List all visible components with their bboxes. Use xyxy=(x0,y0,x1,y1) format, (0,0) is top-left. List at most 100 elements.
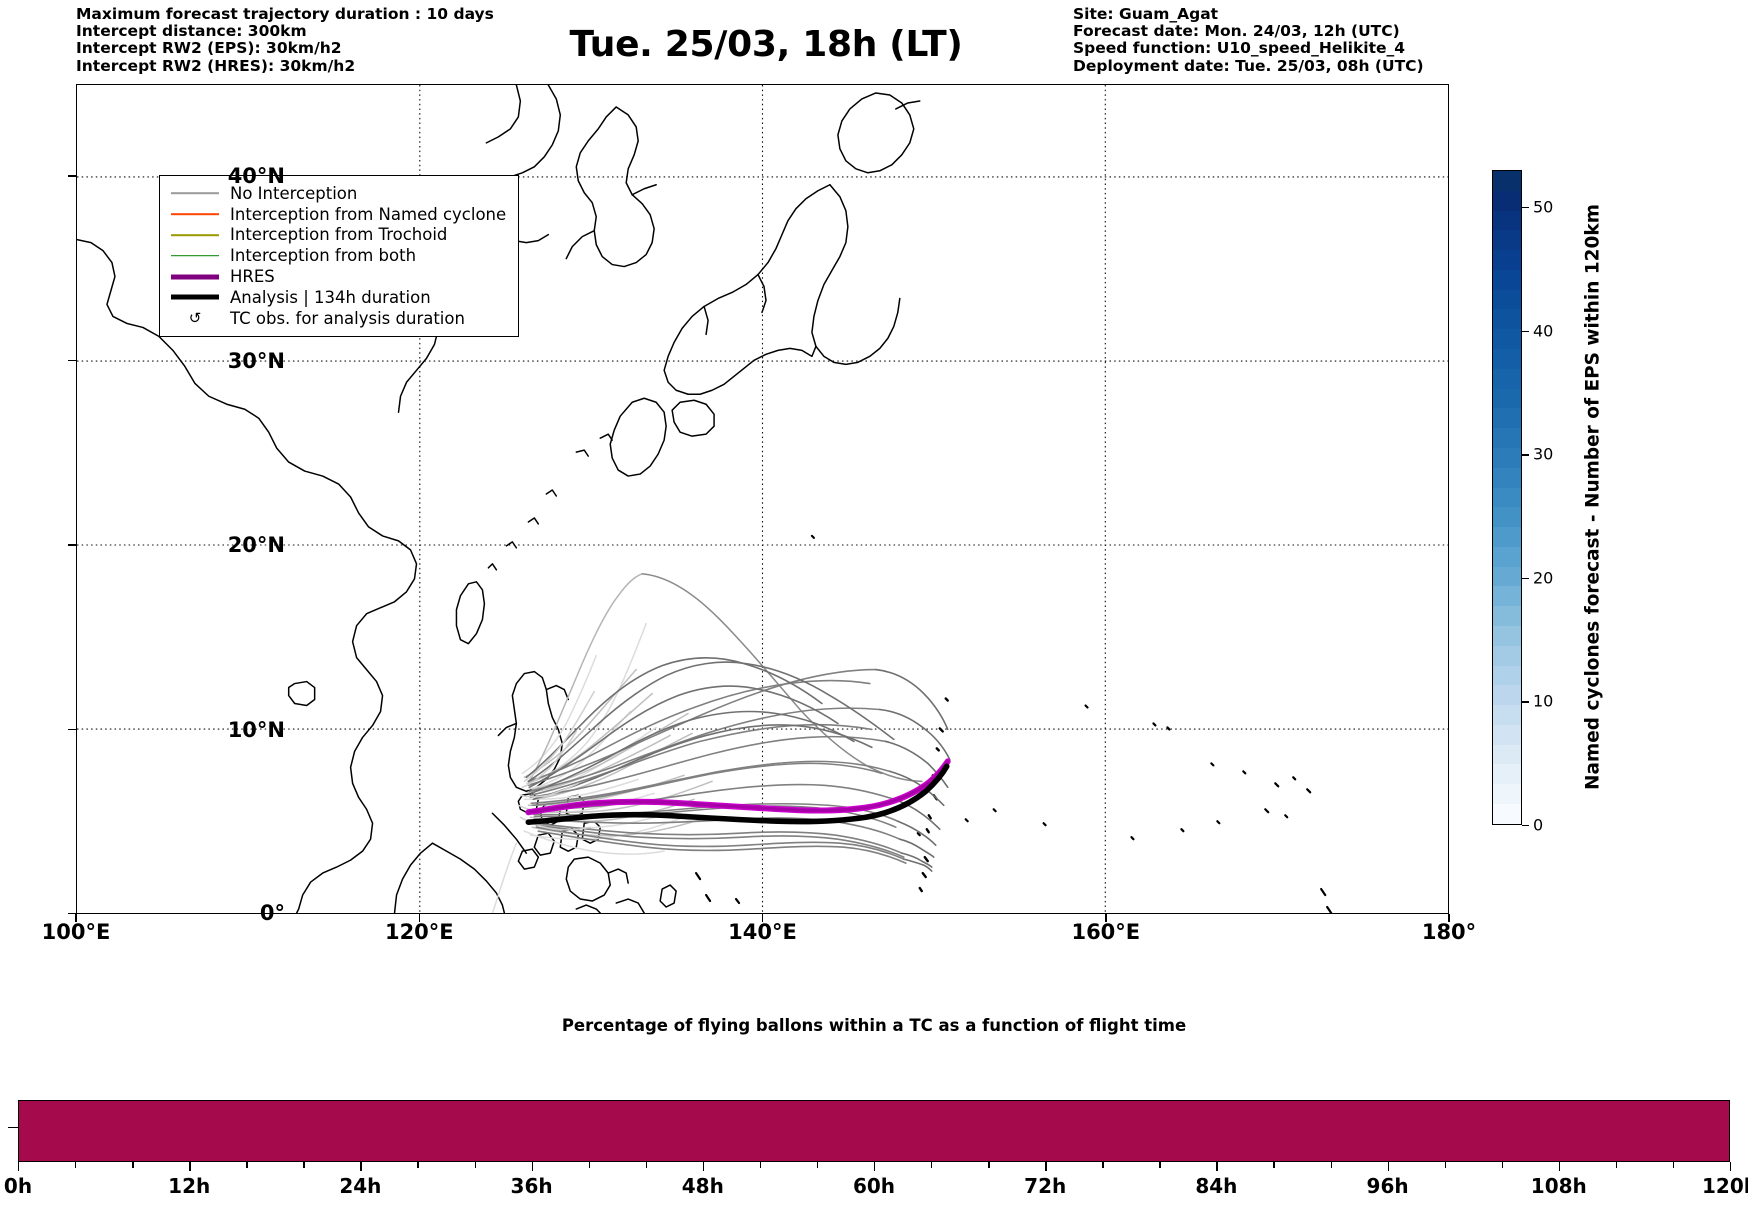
param-intercept-rw2-hres: Intercept RW2 (HRES): 30km/h2 xyxy=(76,56,356,75)
flight-time-minor-tick-76 xyxy=(1102,1162,1104,1168)
colorbar-segment-2 xyxy=(1493,210,1521,231)
flight-time-tick-36 xyxy=(531,1162,533,1171)
colorbar-segment-13 xyxy=(1493,428,1521,448)
colorbar-tick-30 xyxy=(1522,454,1529,456)
flight-time-tick-0 xyxy=(18,1162,20,1171)
cyclone-icon: ↺ xyxy=(188,308,202,327)
colorbar-tick-20 xyxy=(1522,577,1529,580)
hres-track xyxy=(525,758,951,816)
colorbar-segment-3 xyxy=(1493,230,1521,251)
lat-tick-label-40: 40°N xyxy=(227,164,285,189)
colorbar-segment-12 xyxy=(1493,408,1521,429)
flight-time-minor-tick-64 xyxy=(931,1162,933,1168)
colorbar-segment-19 xyxy=(1493,546,1521,567)
colorbar-segment-32 xyxy=(1493,804,1521,824)
legend-line-swatch-no-interception xyxy=(169,186,221,200)
lat-tick-20 xyxy=(68,544,76,546)
colorbar-segment-15 xyxy=(1493,467,1521,488)
legend-item-tc-obs[interactable]: ↺ TC obs. for analysis duration xyxy=(169,308,506,329)
lon-tick-100 xyxy=(75,914,77,922)
flight-time-label-0: 0h xyxy=(3,1174,33,1198)
percentage-bar-y-tick xyxy=(8,1127,18,1129)
lon-tick-label-140: 140°E xyxy=(728,920,797,944)
map-canvas: No Interception Interception from Named … xyxy=(77,85,1448,913)
legend-label-tc-obs: TC obs. for analysis duration xyxy=(230,308,465,328)
param-intercept-distance: Intercept distance: 300km xyxy=(76,22,307,41)
legend-line-swatch-trochoid xyxy=(169,228,221,242)
lat-tick-40 xyxy=(68,175,76,177)
flight-time-tick-84 xyxy=(1216,1162,1218,1171)
colorbar-segment-23 xyxy=(1493,625,1521,646)
colorbar-tick-label-10: 10 xyxy=(1533,691,1554,711)
flight-time-minor-tick-32 xyxy=(474,1162,476,1168)
colorbar-segment-6 xyxy=(1493,289,1521,310)
colorbar-title: Named cyclones forecast - Number of EPS … xyxy=(1582,203,1604,791)
meta-deployment-date: Deployment date: Tue. 25/03, 08h (UTC) xyxy=(1073,56,1424,75)
legend-item-trochoid[interactable]: Interception from Trochoid xyxy=(169,225,506,246)
flight-time-minor-tick-16 xyxy=(246,1162,248,1168)
legend-item-analysis[interactable]: Analysis | 134h duration xyxy=(169,287,506,308)
colorbar-tick-0 xyxy=(1522,825,1529,827)
flight-time-minor-tick-104 xyxy=(1501,1162,1504,1168)
colorbar-segment-31 xyxy=(1493,784,1521,804)
colorbar-segment-20 xyxy=(1493,566,1521,587)
colorbar-tick-label-50: 50 xyxy=(1533,197,1554,217)
flight-time-label-48: 48h xyxy=(681,1174,724,1198)
meta-site: Site: Guam_Agat xyxy=(1073,5,1219,23)
flight-time-minor-tick-40 xyxy=(588,1162,591,1168)
colorbar-gradient xyxy=(1492,170,1522,825)
flight-time-tick-60 xyxy=(874,1162,876,1171)
flight-time-label-24: 24h xyxy=(339,1174,382,1198)
flight-time-tick-12 xyxy=(189,1162,191,1171)
legend-item-both[interactable]: Interception from both xyxy=(169,245,506,266)
colorbar-tick-label-0: 0 xyxy=(1533,815,1544,835)
colorbar-tick-40 xyxy=(1522,330,1529,333)
legend-item-no-interception[interactable]: No Interception xyxy=(169,183,506,204)
flight-time-tick-108 xyxy=(1558,1162,1561,1171)
colorbar-segment-29 xyxy=(1493,744,1521,765)
flight-time-minor-tick-112 xyxy=(1615,1162,1618,1168)
legend-item-hres[interactable]: HRES xyxy=(169,266,506,287)
colorbar-segment-16 xyxy=(1493,487,1521,508)
colorbar-segment-4 xyxy=(1493,250,1521,270)
meta-speed-function: Speed function: U10_speed_Helikite_4 xyxy=(1073,39,1406,58)
flight-time-minor-tick-92 xyxy=(1330,1162,1332,1168)
colorbar-segment-17 xyxy=(1493,507,1521,528)
colorbar-segment-7 xyxy=(1493,309,1521,330)
lon-tick-140 xyxy=(761,914,764,922)
flight-time-label-96: 96h xyxy=(1366,1174,1409,1198)
lat-tick-label-0: 0° xyxy=(259,901,285,925)
lon-tick-120 xyxy=(418,914,420,922)
lon-tick-label-100: 100°E xyxy=(41,920,111,944)
flight-time-tick-72 xyxy=(1045,1162,1047,1171)
lat-tick-10 xyxy=(68,728,76,731)
percentage-bar-plot xyxy=(18,1100,1730,1162)
flight-time-label-120: 120h xyxy=(1702,1174,1748,1198)
legend-line-swatch-both xyxy=(169,249,221,263)
flight-time-minor-tick-8 xyxy=(132,1162,134,1168)
colorbar-segment-28 xyxy=(1493,724,1521,745)
flight-time-label-12: 12h xyxy=(168,1174,211,1198)
flight-time-tick-48 xyxy=(702,1162,705,1171)
colorbar-segment-18 xyxy=(1493,527,1521,547)
legend-label-no-interception: No Interception xyxy=(230,183,358,203)
legend-line-swatch-named-cyclone xyxy=(169,207,221,221)
flight-time-tick-96 xyxy=(1387,1162,1389,1171)
page-title: Tue. 25/03, 18h (LT) xyxy=(569,24,963,65)
lat-tick-0 xyxy=(68,912,76,915)
lon-tick-label-120: 120°E xyxy=(384,920,454,944)
lon-tick-label-180: 180° xyxy=(1421,920,1477,944)
flight-time-minor-tick-56 xyxy=(816,1162,819,1168)
flight-time-label-36: 36h xyxy=(510,1174,553,1198)
flight-time-minor-tick-20 xyxy=(303,1162,305,1168)
colorbar-tick-label-40: 40 xyxy=(1533,321,1554,341)
colorbar-segment-10 xyxy=(1493,368,1521,389)
param-max-duration: Maximum forecast trajectory duration : 1… xyxy=(76,5,494,23)
colorbar-segment-24 xyxy=(1493,645,1521,666)
colorbar-tick-label-20: 20 xyxy=(1533,568,1554,588)
param-intercept-rw2-eps: Intercept RW2 (EPS): 30km/h2 xyxy=(76,39,342,58)
legend-item-named-cyclone[interactable]: Interception from Named cyclone xyxy=(169,204,506,225)
header: Maximum forecast trajectory duration : 1… xyxy=(0,0,1748,84)
legend-label-trochoid: Interception from Trochoid xyxy=(230,225,448,245)
flight-time-minor-tick-28 xyxy=(417,1162,419,1168)
